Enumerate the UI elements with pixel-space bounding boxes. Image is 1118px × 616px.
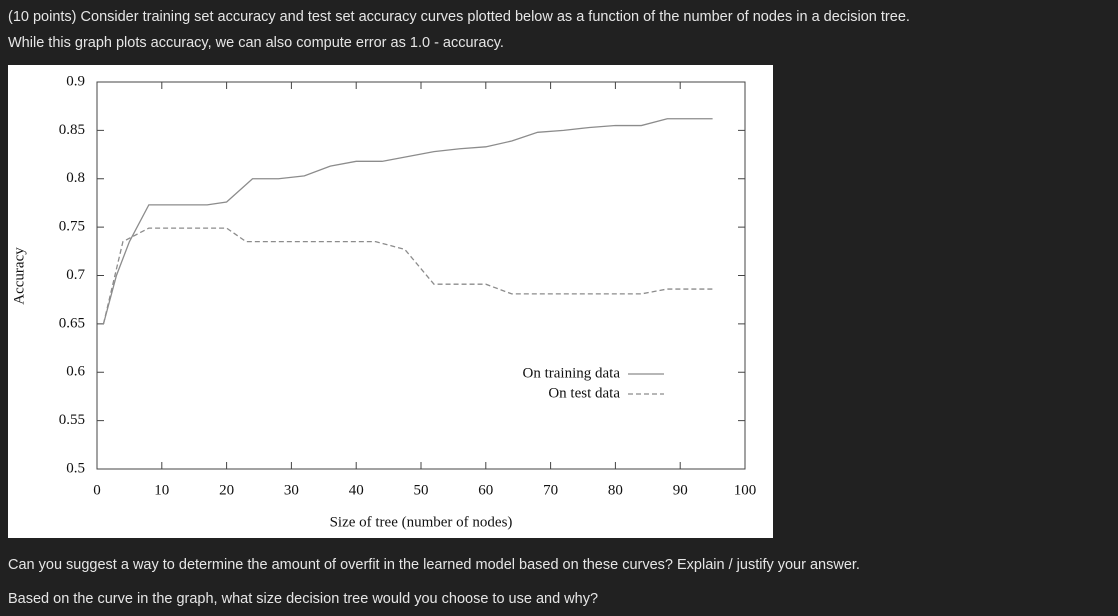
legend-label: On training data [523, 365, 621, 381]
followup-question: Can you suggest a way to determine the a… [8, 557, 860, 573]
y-tick-label: 0.8 [66, 170, 85, 186]
y-tick-label: 0.7 [66, 267, 85, 283]
plot-frame [96, 81, 746, 470]
x-tick-label: 50 [414, 482, 429, 498]
x-tick-label: 80 [608, 482, 623, 498]
x-tick-label: 90 [673, 482, 688, 498]
y-tick-label: 0.9 [66, 73, 85, 89]
y-tick-label: 0.5 [66, 460, 85, 476]
legend-label: On test data [548, 385, 620, 401]
x-tick-label: 10 [154, 482, 169, 498]
x-tick-label: 20 [219, 482, 234, 498]
question-line: While this graph plots accuracy, we can … [8, 35, 504, 51]
y-tick-label: 0.85 [59, 122, 85, 138]
x-axis-label: Size of tree (number of nodes) [330, 514, 513, 530]
chart: Accuracy Size of tree (number of nodes) … [8, 65, 773, 538]
x-tick-label: 60 [478, 482, 493, 498]
y-tick-label: 0.6 [66, 364, 85, 380]
y-tick-label: 0.65 [59, 315, 85, 331]
series-line [102, 227, 713, 325]
followup-question: Based on the curve in the graph, what si… [8, 591, 599, 607]
question-line: (10 points) Consider training set accura… [8, 9, 910, 25]
x-tick-label: 100 [734, 482, 757, 498]
x-tick-label: 0 [93, 482, 101, 498]
x-tick-label: 30 [284, 482, 299, 498]
x-tick-label: 70 [543, 482, 558, 498]
y-tick-label: 0.75 [59, 219, 85, 235]
y-axis-label: Accuracy [11, 247, 27, 305]
y-tick-label: 0.55 [59, 412, 85, 428]
x-tick-label: 40 [349, 482, 364, 498]
series-line [102, 118, 713, 325]
